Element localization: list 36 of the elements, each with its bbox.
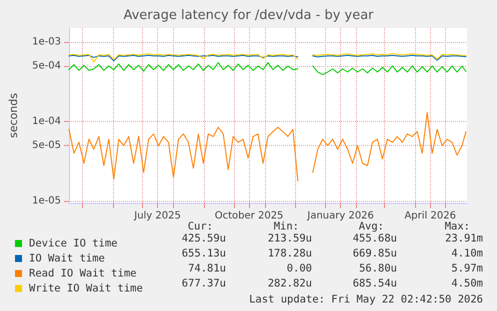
legend-label: IO Wait time [29,252,105,264]
legend-label: Write IO Wait time [29,282,143,294]
text: 178.28u [268,248,312,260]
x-tick-label: October 2025 [214,210,284,222]
y-tick-label: 5e-04 [32,60,61,72]
y-tick-label: 1e-04 [32,116,61,128]
text: 23.91m [445,232,483,244]
text: 213.59u [268,232,312,244]
text: 425.59u [182,232,226,244]
x-tick-label: July 2025 [133,210,181,222]
text: 4.50m [451,278,483,290]
chart-title: Average latency for /dev/vda - by year [123,8,374,23]
y-tick-label: 1e-05 [32,196,61,207]
text: Min: [274,220,299,232]
y-axis-title: seconds [7,92,20,138]
text: Cur: [188,220,213,232]
text: 455.68u [352,232,397,244]
y-tick-label: 5e-05 [32,140,61,152]
text: 677.37u [182,278,226,290]
text: 4.10m [451,248,483,260]
text: Avg: [358,220,384,232]
legend-label: Read IO Wait time [29,268,136,280]
text: 655.13u [182,248,226,260]
x-tick-label: April 2026 [404,210,456,222]
text: 669.85u [352,248,397,260]
legend-label: Device IO time [29,238,118,250]
text: 685.54u [352,278,397,290]
text: 5.97m [451,262,483,274]
text: 74.81u [188,262,226,274]
text: Max: [444,220,470,232]
text: 282.82u [268,278,312,290]
text: 0.00 [286,262,312,274]
text: 56.80u [359,262,397,274]
text: Last update: Fri May 22 02:42:50 2026 [249,294,483,306]
x-tick-label: January 2026 [306,210,374,222]
y-tick-label: 1e-03 [32,36,61,48]
